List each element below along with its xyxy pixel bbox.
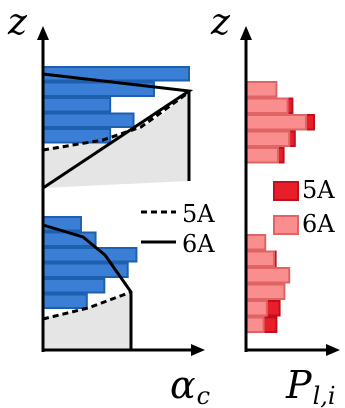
- probability-bars: [245, 81, 315, 333]
- left-y-axis-label: z: [7, 2, 28, 43]
- p-bar-6a-upper_cluster: [245, 81, 278, 98]
- profile-lines: [42, 72, 194, 350]
- alpha-bar-lower: [42, 216, 82, 232]
- right-x-axis-label-sub: l,i: [313, 382, 336, 408]
- p-bar-6a-lower_cluster: [245, 267, 291, 284]
- right-x-axis-label: Pl,i: [285, 363, 336, 408]
- alpha-bar-lower: [42, 247, 138, 263]
- right-panel: z Pl,i 5A 6A: [210, 2, 340, 408]
- left-x-axis-label-main: α: [170, 363, 196, 407]
- right-y-axis-label: z: [210, 2, 231, 43]
- left-panel: z αc 5A 6A: [7, 2, 215, 408]
- p-bar-6a-lower_cluster: [245, 283, 286, 300]
- p-bar-6a-upper_cluster: [245, 130, 291, 147]
- alpha-bar-upper: [42, 97, 112, 113]
- p-bar-6a-upper_cluster: [245, 147, 279, 164]
- alpha-bar-lower: [42, 278, 106, 294]
- alpha-bar-upper: [42, 66, 190, 82]
- p-bar-6a-lower_cluster: [245, 250, 275, 267]
- left-x-axis-label: αc: [170, 363, 210, 408]
- p-bar-6a-upper_cluster: [245, 114, 307, 131]
- left-x-arrowhead: [191, 344, 205, 356]
- alpha-bar-upper: [42, 128, 112, 144]
- p-bar-6a-lower_cluster: [245, 234, 267, 251]
- profile-6a-lower: [42, 223, 133, 350]
- right-x-axis-label-main: P: [285, 363, 313, 407]
- left-y-arrowhead: [37, 26, 49, 40]
- legend-6a-label: 6A: [182, 230, 215, 258]
- p-bar-6a-upper_cluster: [245, 97, 289, 114]
- right-legend: 5A 6A: [273, 176, 335, 238]
- legend-6a-label: 6A: [302, 210, 335, 238]
- legend-5a-swatch: [273, 181, 299, 201]
- left-x-axis-label-sub: c: [197, 382, 210, 408]
- alpha-bar-lower: [42, 293, 88, 309]
- left-legend: 5A 6A: [141, 200, 215, 258]
- legend-6a-swatch: [273, 215, 299, 235]
- lower-shaded-region: [43, 292, 131, 350]
- p-bar-6a-lower_cluster: [245, 300, 268, 317]
- profile-5a-lower: [42, 290, 132, 321]
- legend-5a-label: 5A: [302, 176, 335, 204]
- right-x-arrowhead: [326, 344, 340, 356]
- profile-5a-upper: [42, 90, 190, 152]
- legend-5a-label: 5A: [182, 200, 215, 228]
- alpha-bar-upper: [42, 112, 135, 128]
- right-y-arrowhead: [240, 26, 252, 40]
- p-bar-6a-lower_cluster: [245, 316, 265, 333]
